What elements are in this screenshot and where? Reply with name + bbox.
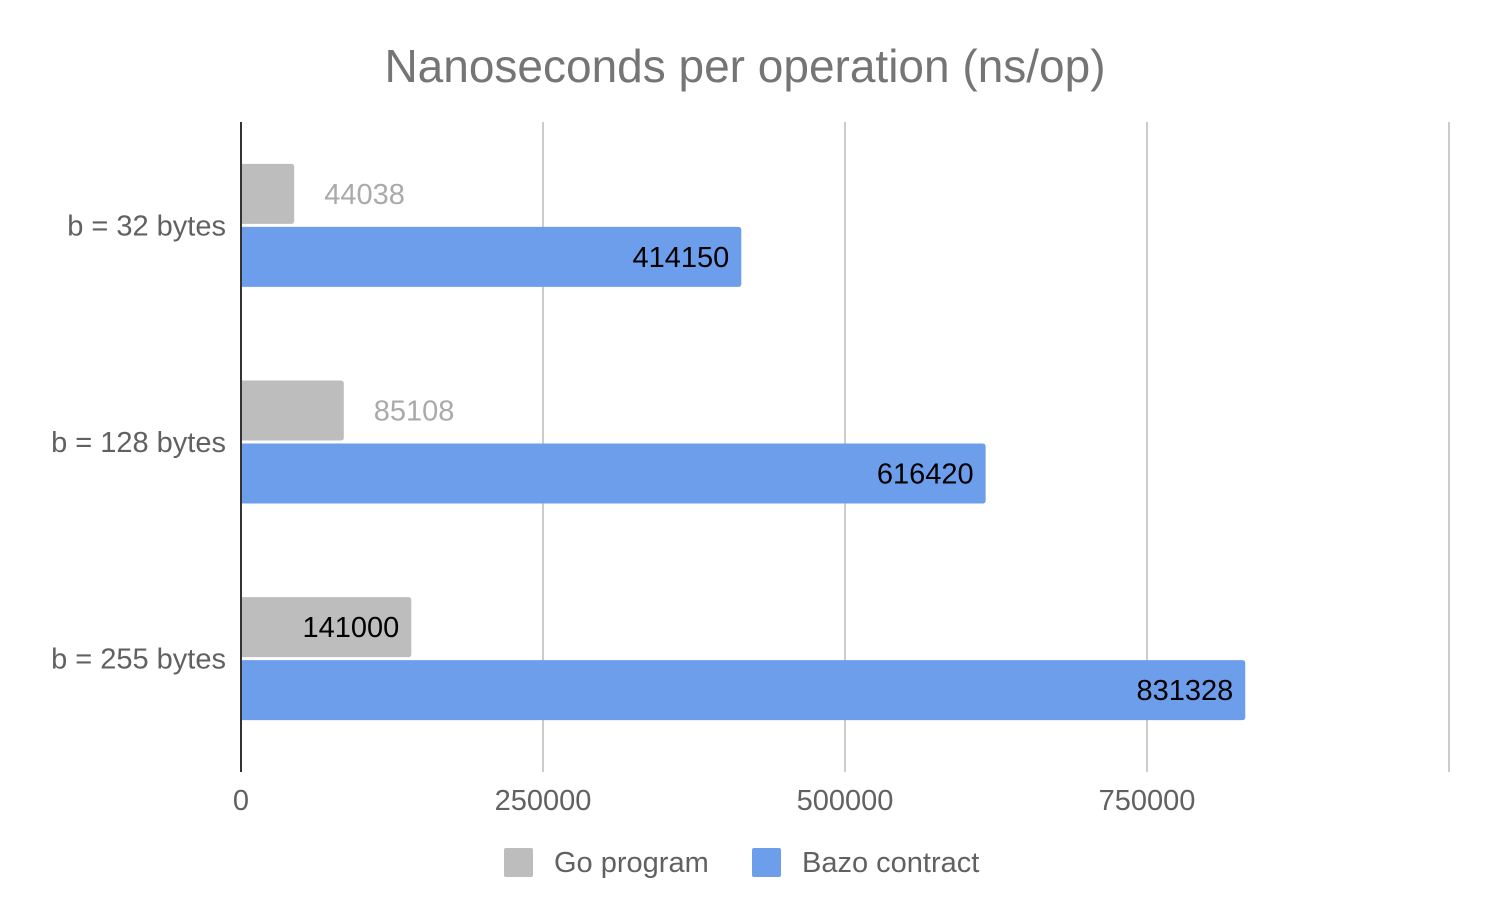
data-label: 414150 xyxy=(633,242,730,274)
x-tick-label: 500000 xyxy=(797,785,894,817)
data-label: 85108 xyxy=(374,396,455,428)
x-tick-label: 750000 xyxy=(1099,785,1196,817)
legend: Go program Bazo contract xyxy=(504,847,979,879)
bar-go-program xyxy=(241,380,344,441)
bar-go-program xyxy=(241,163,295,224)
chart-title: Nanoseconds per operation (ns/op) xyxy=(384,40,1105,92)
axes: 0 250000 500000 750000 b = 32 bytes b = 128 b… xyxy=(51,122,1195,817)
category-label: b = 32 bytes xyxy=(67,210,226,242)
data-label: 44038 xyxy=(324,179,405,211)
data-label: 616420 xyxy=(877,459,974,491)
category-label: b = 255 bytes xyxy=(51,644,226,676)
bar-go-program xyxy=(241,597,412,658)
legend-label: Bazo contract xyxy=(802,847,979,879)
data-label: 141000 xyxy=(303,612,400,644)
category-label: b = 128 bytes xyxy=(51,427,226,459)
legend-label: Go program xyxy=(554,847,709,879)
x-tick-label: 250000 xyxy=(495,785,592,817)
bar-bazo-contract xyxy=(241,660,1246,721)
legend-swatch xyxy=(752,848,781,877)
legend-swatch xyxy=(504,848,533,877)
data-label: 831328 xyxy=(1136,675,1233,707)
x-tick-label: 0 xyxy=(233,785,249,817)
data-labels: 44038 414150 85108 616420 141000 831328 xyxy=(303,179,1234,707)
bar-bazo-contract xyxy=(241,443,986,504)
bars xyxy=(241,163,1246,721)
bar-bazo-contract xyxy=(241,226,742,287)
